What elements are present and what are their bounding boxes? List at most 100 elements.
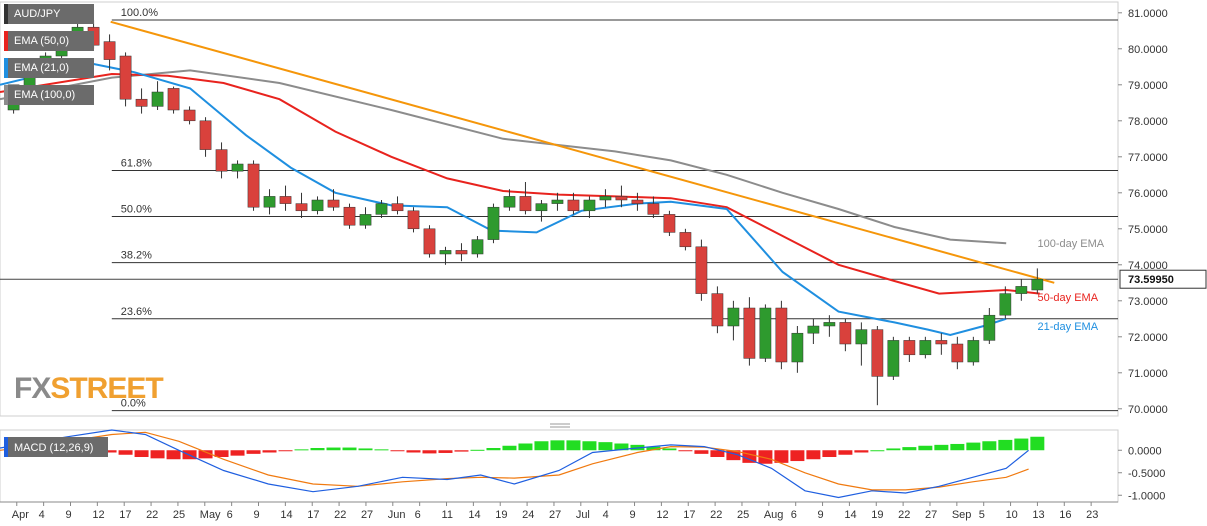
macd-histogram-bar: [870, 450, 885, 452]
macd-histogram-bar: [422, 450, 437, 454]
x-tick-label: 12: [92, 509, 104, 521]
x-tick-label: 17: [683, 509, 695, 521]
current-price-label: 73.59950: [1128, 274, 1174, 286]
x-tick-label: 22: [898, 509, 910, 521]
legend-audjpy: AUD/JPY: [4, 4, 94, 24]
candle-body: [919, 340, 932, 356]
ema-50-line: [0, 72, 1040, 295]
macd-histogram-bar: [694, 450, 709, 454]
candle-body: [791, 332, 804, 363]
macd-histogram-bar: [518, 443, 533, 451]
x-tick-label: 16: [1059, 509, 1071, 521]
current-price-badge: [1119, 269, 1207, 289]
x-tick-label: 5: [979, 509, 985, 521]
candle-body: [679, 232, 692, 248]
logo-part-2: STREET: [50, 372, 163, 405]
candle-body: [823, 322, 836, 327]
ema-21-line: [0, 62, 1007, 337]
x-tick-label: 19: [871, 509, 883, 521]
macd-histogram-bar: [406, 450, 421, 453]
fib-level-label: 23.6%: [121, 306, 152, 318]
candle-body: [599, 196, 612, 201]
macd-y-tick-label: -1.0000: [1128, 490, 1165, 502]
candle-body: [215, 149, 228, 172]
macd-histogram-bar: [166, 450, 181, 460]
macd-histogram-bar: [934, 444, 949, 451]
x-tick-label: 6: [415, 509, 421, 521]
ema-100-line: [0, 69, 1007, 245]
candle-body: [663, 214, 676, 233]
macd-histogram-bar: [582, 441, 597, 451]
candle-body: [263, 196, 276, 208]
macd-histogram-bar: [998, 439, 1013, 451]
macd-histogram-bar: [310, 448, 325, 451]
x-tick-label: 6: [791, 509, 797, 521]
candle-body: [343, 206, 356, 226]
candle-body: [727, 307, 740, 327]
annotation-ema50: 50-day EMA: [1038, 292, 1099, 304]
y-tick-label: 73.0000: [1128, 296, 1168, 308]
candle-body: [151, 91, 164, 107]
x-tick-label: 14: [844, 509, 856, 521]
x-tick-label: 4: [39, 509, 45, 521]
macd-histogram-bar: [902, 447, 917, 451]
candle-body: [391, 203, 404, 212]
x-tick-label: 14: [468, 509, 480, 521]
y-tick-label: 77.0000: [1128, 152, 1168, 164]
y-tick-label: 76.0000: [1128, 188, 1168, 200]
x-tick-label: 27: [549, 509, 561, 521]
macd-histogram-bar: [854, 450, 869, 453]
macd-histogram-bar: [486, 448, 501, 451]
macd-histogram-bar: [550, 440, 565, 451]
candle-body: [535, 203, 548, 212]
candle-body: [647, 203, 660, 215]
candle-body: [583, 199, 596, 212]
legend-ema100: EMA (100,0): [4, 85, 94, 105]
macd-histogram-bar: [758, 450, 773, 464]
macd-histogram-bar: [822, 450, 837, 457]
candle-body: [247, 163, 260, 208]
y-tick-label: 72.0000: [1128, 332, 1168, 344]
macd-histogram-bar: [774, 450, 789, 463]
candle-body: [503, 196, 516, 208]
y-tick-label: 71.0000: [1128, 368, 1168, 380]
macd-histogram-bar: [710, 450, 725, 457]
candle-body: [135, 98, 148, 107]
candle-body: [983, 314, 996, 341]
x-tick-label: 23: [1086, 509, 1098, 521]
x-tick-label: 22: [146, 509, 158, 521]
fib-level-label: 38.2%: [121, 250, 152, 262]
x-tick-label: May: [200, 509, 221, 521]
main-panel-frame: [0, 1, 1119, 417]
macd-histogram-bar: [1014, 438, 1029, 451]
annotation-ema100: 100-day EMA: [1038, 238, 1105, 250]
fib-level-label: 50.0%: [121, 204, 152, 216]
macd-signal-line: [0, 431, 1029, 491]
x-tick-label: Aug: [764, 509, 784, 521]
y-tick-label: 78.0000: [1128, 116, 1168, 128]
macd-histogram-bar: [1030, 436, 1045, 451]
candle-body: [471, 239, 484, 255]
x-tick-label: 9: [254, 509, 260, 521]
candle-body: [695, 246, 708, 294]
x-tick-label: 10: [1006, 509, 1018, 521]
macd-line: [0, 429, 1029, 499]
macd-histogram-bar: [198, 450, 213, 459]
legend-label: EMA (50,0): [14, 35, 70, 47]
macd-histogram-bar: [678, 450, 693, 452]
candle-body: [855, 329, 868, 345]
legend-label: AUD/JPY: [14, 8, 61, 20]
macd-histogram-bar: [726, 450, 741, 461]
macd-histogram-bar: [646, 446, 661, 451]
macd-histogram-bar: [246, 450, 261, 454]
legend-label: EMA (21,0): [14, 62, 70, 74]
x-tick-label: 9: [818, 509, 824, 521]
candle-body: [519, 196, 532, 212]
macd-histogram-bar: [662, 448, 677, 451]
candle-body: [807, 325, 820, 334]
x-tick-label: 9: [65, 509, 71, 521]
macd-histogram-bar: [342, 447, 357, 451]
candle-body: [455, 250, 468, 255]
trendline: [110, 20, 1055, 284]
